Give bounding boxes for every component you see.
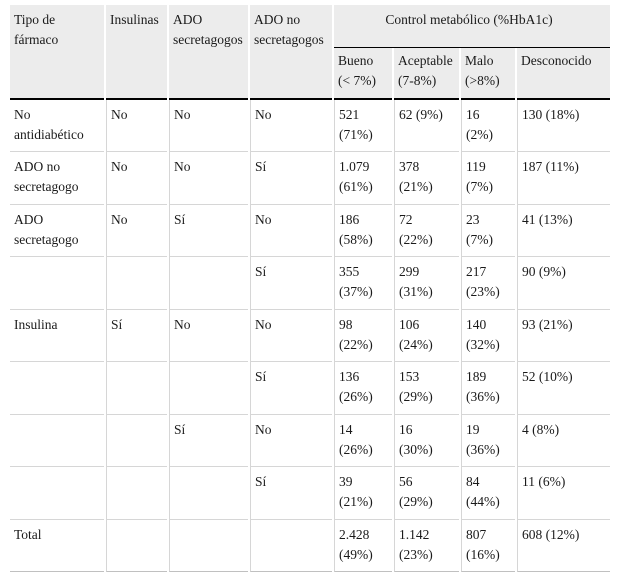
table-cell: 1.079 (61%) bbox=[334, 151, 392, 204]
table-cell: ADO no secretagogo bbox=[10, 151, 104, 204]
table-cell: No bbox=[106, 151, 167, 204]
drug-control-table: Tipo de fármaco Insulinas ADO secretagog… bbox=[8, 5, 612, 572]
table-cell: Sí bbox=[250, 256, 332, 309]
table-cell: No antidiabético bbox=[10, 100, 104, 152]
table-cell: No bbox=[169, 151, 248, 204]
table-cell: No bbox=[106, 204, 167, 257]
col-header-bueno: Bueno (< 7%) bbox=[334, 48, 392, 100]
table-cell: Insulina bbox=[10, 309, 104, 362]
table-cell: 187 (11%) bbox=[517, 151, 610, 204]
table-cell: 106 (24%) bbox=[394, 309, 459, 362]
table-cell: 299 (31%) bbox=[394, 256, 459, 309]
col-header-insulinas: Insulinas bbox=[106, 5, 167, 100]
col-header-tipo-de-farmaco: Tipo de fármaco bbox=[10, 5, 104, 100]
table-cell: No bbox=[169, 100, 248, 152]
table-cell bbox=[10, 256, 104, 309]
table-cell bbox=[106, 414, 167, 467]
group-header-control-metabolico: Control metabólico (%HbA1c) bbox=[334, 5, 610, 48]
table-cell bbox=[169, 466, 248, 519]
col-header-desconocido: Desconocido bbox=[517, 48, 610, 100]
table-cell bbox=[10, 414, 104, 467]
table-cell: 4 (8%) bbox=[517, 414, 610, 467]
table-cell bbox=[10, 361, 104, 414]
table-cell: Sí bbox=[169, 204, 248, 257]
table-cell: 11 (6%) bbox=[517, 466, 610, 519]
table-cell: Total bbox=[10, 519, 104, 572]
table-cell bbox=[169, 256, 248, 309]
table-cell: 807 (16%) bbox=[461, 519, 515, 572]
table-cell: 84 (44%) bbox=[461, 466, 515, 519]
table-cell: 41 (13%) bbox=[517, 204, 610, 257]
table-cell: 90 (9%) bbox=[517, 256, 610, 309]
table-header: Tipo de fármaco Insulinas ADO secretagog… bbox=[10, 5, 610, 100]
table-cell bbox=[169, 519, 248, 572]
table-cell: 23 (7%) bbox=[461, 204, 515, 257]
col-header-malo: Malo (>8%) bbox=[461, 48, 515, 100]
table-cell: ADO secretagogo bbox=[10, 204, 104, 257]
table-cell bbox=[10, 466, 104, 519]
table-cell: 140 (32%) bbox=[461, 309, 515, 362]
table-cell: Sí bbox=[250, 361, 332, 414]
table-cell: 72 (22%) bbox=[394, 204, 459, 257]
table-cell: 355 (37%) bbox=[334, 256, 392, 309]
table-cell: Sí bbox=[169, 414, 248, 467]
table-cell: 186 (58%) bbox=[334, 204, 392, 257]
table-cell bbox=[106, 256, 167, 309]
table-cell: 16 (30%) bbox=[394, 414, 459, 467]
col-header-ado-no-secretagogos: ADO no secretagogos bbox=[250, 5, 332, 100]
table-cell bbox=[106, 466, 167, 519]
table-cell: No bbox=[106, 100, 167, 152]
table-cell bbox=[106, 361, 167, 414]
table-cell: 378 (21%) bbox=[394, 151, 459, 204]
table-cell: 98 (22%) bbox=[334, 309, 392, 362]
table-cell: 62 (9%) bbox=[394, 100, 459, 152]
table-cell: No bbox=[169, 309, 248, 362]
table-cell bbox=[250, 519, 332, 572]
table-cell: Sí bbox=[106, 309, 167, 362]
table-cell: 2.428 (49%) bbox=[334, 519, 392, 572]
table-cell: 217 (23%) bbox=[461, 256, 515, 309]
table-cell: 16 (2%) bbox=[461, 100, 515, 152]
table-cell: Sí bbox=[250, 151, 332, 204]
table-cell: 130 (18%) bbox=[517, 100, 610, 152]
table-cell: 521 (71%) bbox=[334, 100, 392, 152]
table-cell: 119 (7%) bbox=[461, 151, 515, 204]
table-cell: 93 (21%) bbox=[517, 309, 610, 362]
table-cell: 153 (29%) bbox=[394, 361, 459, 414]
table-cell: Sí bbox=[250, 466, 332, 519]
table-cell: No bbox=[250, 309, 332, 362]
table-cell: 14 (26%) bbox=[334, 414, 392, 467]
table-cell: No bbox=[250, 204, 332, 257]
table-cell: 39 (21%) bbox=[334, 466, 392, 519]
table-cell: No bbox=[250, 100, 332, 152]
table-cell: 608 (12%) bbox=[517, 519, 610, 572]
table-cell: 136 (26%) bbox=[334, 361, 392, 414]
col-header-aceptable: Aceptable (7-8%) bbox=[394, 48, 459, 100]
table-cell: 1.142 (23%) bbox=[394, 519, 459, 572]
table-cell: 52 (10%) bbox=[517, 361, 610, 414]
table-cell bbox=[169, 361, 248, 414]
table-cell: No bbox=[250, 414, 332, 467]
table-cell: 189 (36%) bbox=[461, 361, 515, 414]
table-row: Total 2.428 (49%)1.142 (23%)807 (16%)608 … bbox=[10, 519, 610, 572]
table-cell bbox=[106, 519, 167, 572]
table-cell: 19 (36%) bbox=[461, 414, 515, 467]
col-header-ado-secretagogos: ADO secretagogos bbox=[169, 5, 248, 100]
header-row-top: Tipo de fármaco Insulinas ADO secretagog… bbox=[10, 5, 610, 48]
table-cell: 56 (29%) bbox=[394, 466, 459, 519]
